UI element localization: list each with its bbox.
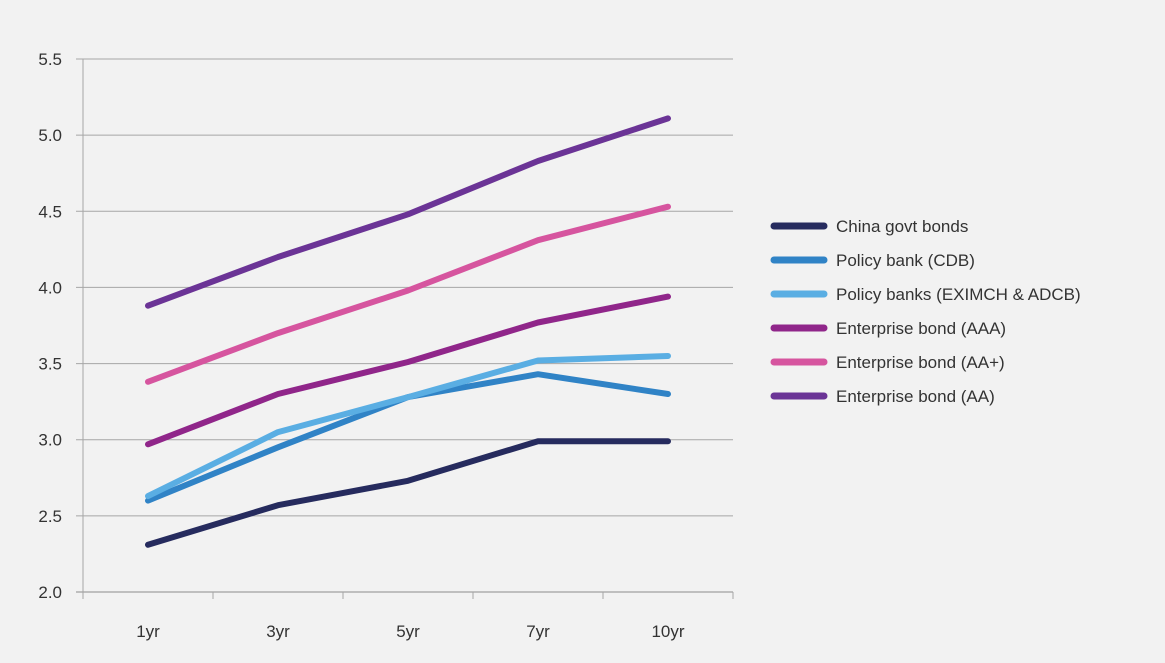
y-tick-label: 4.0 bbox=[38, 278, 62, 297]
grid bbox=[76, 58, 733, 593]
series-line-4 bbox=[145, 203, 671, 385]
series-line-2 bbox=[145, 353, 671, 500]
series-line-3 bbox=[145, 293, 671, 448]
y-tick-label: 2.0 bbox=[38, 583, 62, 602]
y-tick-label: 5.5 bbox=[38, 50, 62, 69]
x-tick-label: 7yr bbox=[526, 622, 550, 641]
legend-item: Enterprise bond (AA) bbox=[770, 387, 995, 406]
x-tick-label: 5yr bbox=[396, 622, 420, 641]
legend-label: Policy bank (CDB) bbox=[836, 251, 975, 270]
legend-label: Enterprise bond (AAA) bbox=[836, 319, 1006, 338]
legend-label: Policy banks (EXIMCH & ADCB) bbox=[836, 285, 1081, 304]
y-tick-label: 4.5 bbox=[38, 202, 62, 221]
legend-item: Enterprise bond (AA+) bbox=[770, 353, 1005, 372]
series-lines bbox=[145, 115, 671, 548]
y-tick-label: 5.0 bbox=[38, 126, 62, 145]
series-line-0 bbox=[145, 438, 671, 548]
legend-label: Enterprise bond (AA+) bbox=[836, 353, 1005, 372]
series-line-5 bbox=[145, 115, 671, 309]
y-tick-label: 3.0 bbox=[38, 431, 62, 450]
x-tick-label: 10yr bbox=[651, 622, 684, 641]
x-tick-label: 1yr bbox=[136, 622, 160, 641]
legend-item: Policy banks (EXIMCH & ADCB) bbox=[770, 285, 1081, 304]
legend-item: Enterprise bond (AAA) bbox=[770, 319, 1006, 338]
axes: 2.0 2.5 3.0 3.5 4.0 4.5 5.0 5.5 1yr 3yr 5yr 7yr 10yr bbox=[38, 50, 734, 641]
y-tick-label: 3.5 bbox=[38, 355, 62, 374]
legend-item: China govt bonds bbox=[770, 217, 968, 236]
legend: China govt bonds Policy bank (CDB) Policy … bbox=[770, 217, 1081, 406]
legend-label: Enterprise bond (AA) bbox=[836, 387, 995, 406]
legend-item: Policy bank (CDB) bbox=[770, 251, 975, 270]
legend-label: China govt bonds bbox=[836, 217, 968, 236]
y-tick-label: 2.5 bbox=[38, 507, 62, 526]
x-tick-label: 3yr bbox=[266, 622, 290, 641]
